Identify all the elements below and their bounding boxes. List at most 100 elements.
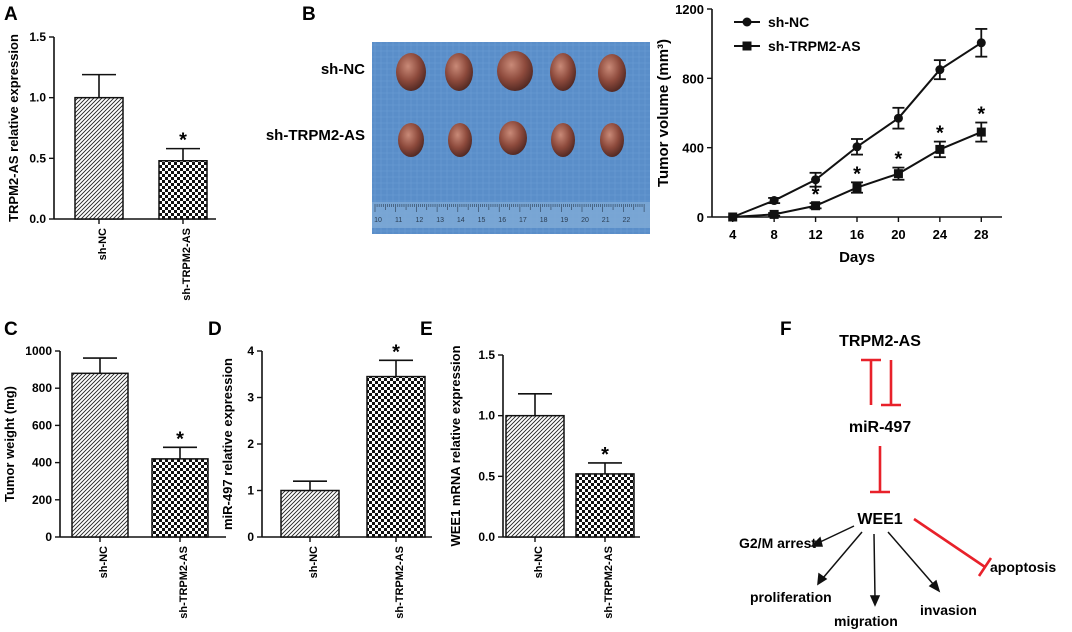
y-tick-label: 1.5 xyxy=(29,30,46,44)
x-tick-label: sh-TRPM2-AS xyxy=(603,546,615,619)
x-tick-label: 12 xyxy=(808,227,822,242)
ruler-number: 22 xyxy=(623,217,631,224)
significance-marker: * xyxy=(601,444,609,466)
chart-c-tumor-weight: 0 200 400 600 800 1000 Tumor weight (mg) sh-NC *… xyxy=(2,344,226,619)
data-point xyxy=(976,127,986,137)
significance-marker: * xyxy=(392,341,400,363)
inhibition-arrows xyxy=(861,358,993,577)
x-tick-label: 4 xyxy=(729,227,737,242)
ruler-number: 17 xyxy=(519,217,527,224)
x-tick-label: sh-TRPM2-AS xyxy=(181,228,193,301)
y-tick-label: 1200 xyxy=(675,2,704,17)
activation-arrows xyxy=(810,525,941,607)
tumor xyxy=(551,123,575,157)
outcome-g2m-arrest: G2/M arrest xyxy=(739,535,816,551)
arrow-to-g2m xyxy=(817,525,855,544)
node-trpm2as: TRPM2-AS xyxy=(839,333,921,350)
y-tick-label: 1000 xyxy=(25,344,52,358)
photo-row-label-sh-nc: sh-NC xyxy=(321,61,365,78)
data-point xyxy=(976,38,986,48)
bar xyxy=(151,458,209,538)
arrow-to-proliferation xyxy=(822,531,863,579)
chart-b-tumor-volume: 0 400 800 1200 4 8 12 16 20 24 28 Days Tumor volume … xyxy=(655,2,1002,266)
y-tick-label: 0 xyxy=(697,210,704,225)
x-tick-label: 20 xyxy=(891,227,905,242)
y-tick-label: 0.0 xyxy=(29,212,46,226)
y-axis-label: TRPM2-AS relative expression xyxy=(6,34,21,222)
data-point xyxy=(935,65,945,75)
y-tick-label: 0.0 xyxy=(478,530,495,544)
x-axis-label: Days xyxy=(839,249,875,266)
legend-label: sh-NC xyxy=(768,14,809,30)
x-tick-label: sh-NC xyxy=(97,228,109,260)
panel-label-f: F xyxy=(780,319,792,340)
ruler-ticks xyxy=(374,204,645,212)
x-tick-label: sh-NC xyxy=(308,546,320,578)
inhibit-mir-to-wee1 xyxy=(870,446,890,494)
data-point xyxy=(893,169,903,179)
panel-label-a: A xyxy=(4,4,18,25)
bar xyxy=(505,414,565,538)
arrow-to-migration xyxy=(873,533,876,599)
y-tick-label: 1.0 xyxy=(478,409,495,423)
x-tick-label: sh-TRPM2-AS xyxy=(394,546,406,619)
data-point xyxy=(811,201,821,211)
arrowhead xyxy=(869,595,881,607)
y-tick-label: 0 xyxy=(247,530,254,544)
significance-marker: * xyxy=(936,123,944,145)
x-tick-label: 8 xyxy=(771,227,778,242)
bar xyxy=(71,372,129,538)
significance-marker: * xyxy=(176,428,184,450)
y-axis-label: WEE1 mRNA relative expression xyxy=(448,345,463,546)
panel-label-e: E xyxy=(420,319,433,340)
y-tick-label: 200 xyxy=(32,493,52,507)
arrowhead xyxy=(928,579,941,593)
data-point xyxy=(769,209,779,219)
y-tick-label: 0 xyxy=(45,530,52,544)
node-wee1: WEE1 xyxy=(857,511,902,528)
y-tick-label: 600 xyxy=(32,418,52,432)
significance-marker: * xyxy=(977,104,985,126)
bar xyxy=(158,160,208,220)
legend-marker xyxy=(742,41,752,51)
y-axis-label: Tumor weight (mg) xyxy=(2,386,17,502)
outcome-apoptosis: apoptosis xyxy=(990,559,1056,575)
y-tick-label: 2 xyxy=(247,437,254,451)
ruler-number: 15 xyxy=(478,217,486,224)
x-tick-label: 28 xyxy=(974,227,988,242)
x-tick-label: sh-NC xyxy=(98,546,110,578)
y-tick-label: 800 xyxy=(32,381,52,395)
panel-label-b: B xyxy=(302,4,316,25)
ruler-number: 10 xyxy=(374,217,382,224)
tumor xyxy=(497,51,533,91)
legend-marker xyxy=(742,17,752,27)
ruler-number: 13 xyxy=(436,217,444,224)
arrow-to-invasion xyxy=(887,531,935,586)
photo-ruler xyxy=(372,202,650,228)
data-point xyxy=(893,113,903,123)
chart-d-mir497-expression: 0 1 2 3 4 miR-497 relative expression sh-NC * sh… xyxy=(220,341,432,619)
y-tick-label: 1 xyxy=(247,484,254,498)
tumor xyxy=(600,123,624,157)
x-tick-label: sh-TRPM2-AS xyxy=(178,546,190,619)
tumors-sh-nc xyxy=(396,51,626,92)
arrowhead xyxy=(810,536,823,547)
outcome-invasion: invasion xyxy=(920,602,977,618)
y-tick-label: 4 xyxy=(247,344,254,358)
data-point xyxy=(811,175,821,185)
x-tick-label: 16 xyxy=(850,227,864,242)
chart-a-trpm2as-expression: 0.0 0.5 1.0 1.5 TRPM2-AS relative expression… xyxy=(6,30,216,301)
ruler-number: 12 xyxy=(416,217,424,224)
panel-label-d: D xyxy=(208,319,222,340)
data-point xyxy=(769,196,779,206)
bar xyxy=(366,375,426,538)
bar xyxy=(575,473,635,538)
ruler-number: 11 xyxy=(395,217,402,224)
ruler-number: 16 xyxy=(498,217,506,224)
tumor xyxy=(445,53,473,91)
ruler-number: 19 xyxy=(560,217,568,224)
photo-row-label-sh-trpm2as: sh-TRPM2-AS xyxy=(266,127,365,144)
ruler-number: 20 xyxy=(581,217,589,224)
bar xyxy=(280,489,340,538)
